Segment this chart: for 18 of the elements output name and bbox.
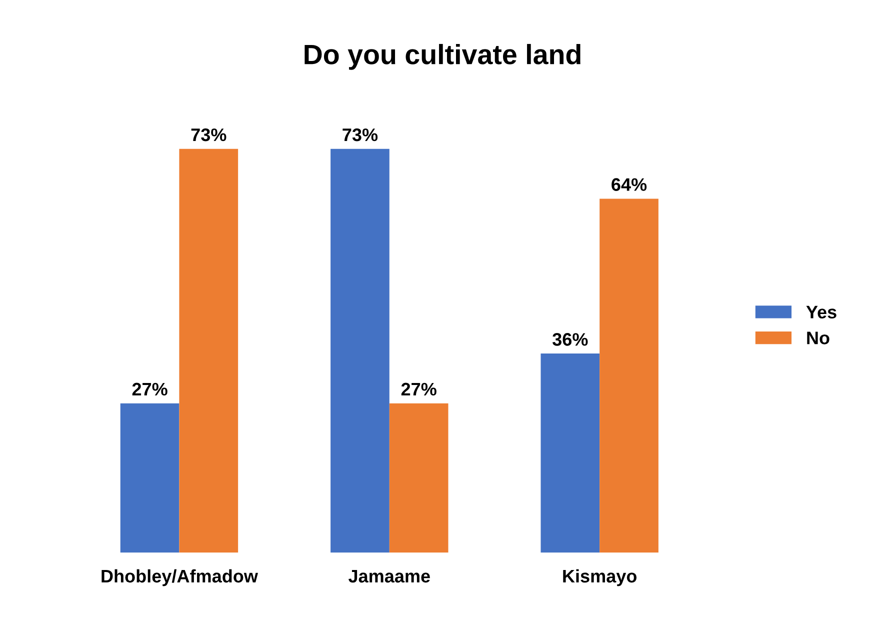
data-label: 73% — [342, 128, 378, 142]
data-label: 73% — [191, 128, 226, 142]
data-label: 27% — [132, 382, 168, 396]
legend-label: No — [807, 332, 830, 344]
legend-label: Yes — [806, 306, 836, 318]
chart-title: Do you cultivate land — [304, 44, 580, 70]
bar — [600, 198, 658, 553]
data-label: 64% — [612, 178, 647, 191]
bar — [179, 148, 238, 553]
bar — [540, 354, 600, 553]
bar — [330, 148, 390, 553]
data-label: 27% — [401, 382, 436, 396]
x-tick-label: Dhobley/Afmadow — [102, 569, 258, 586]
data-label: 36% — [552, 333, 588, 346]
bar — [389, 403, 448, 553]
x-tick-label: Kismayo — [563, 569, 637, 586]
bar — [120, 403, 180, 553]
x-tick-label: Jamaame — [348, 570, 430, 583]
